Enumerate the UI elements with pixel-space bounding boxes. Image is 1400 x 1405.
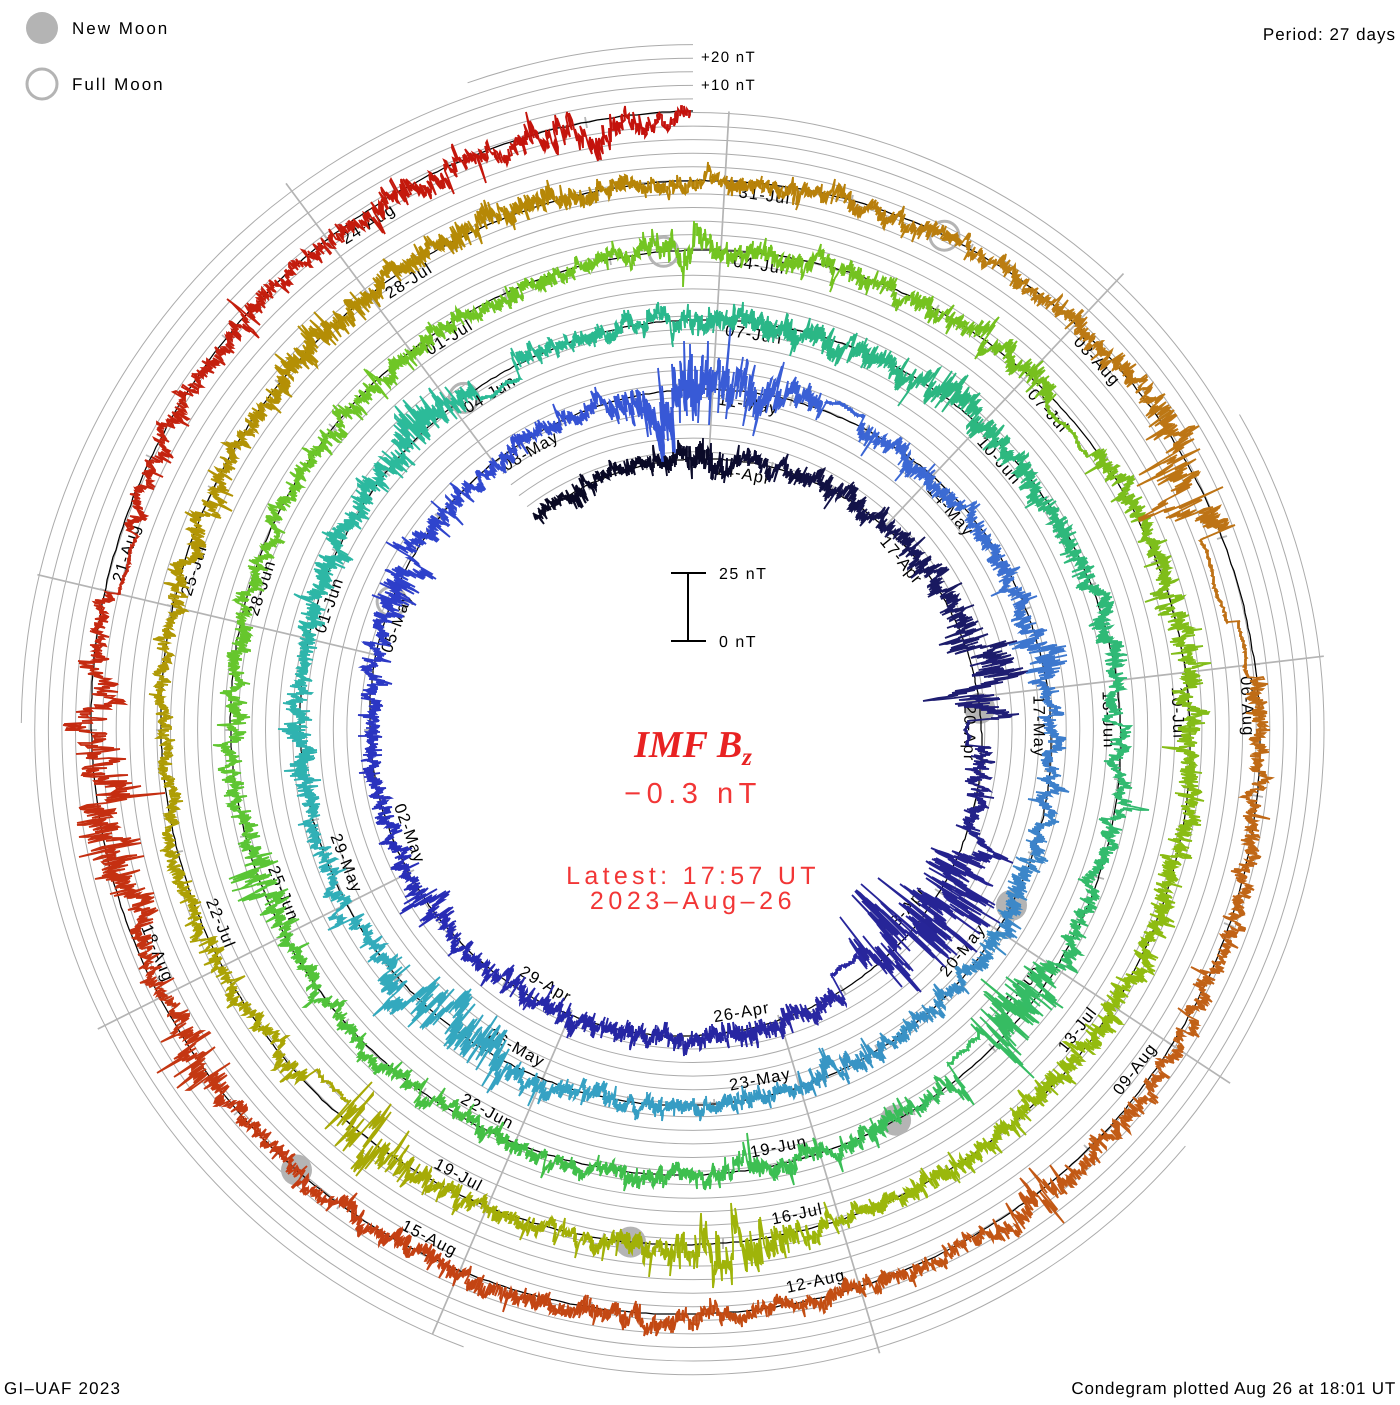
svg-text:25 nT: 25 nT xyxy=(719,566,767,583)
svg-text:GI–UAF 2023: GI–UAF 2023 xyxy=(4,1379,121,1398)
svg-text:20-Apr: 20-Apr xyxy=(960,705,979,762)
svg-text:+10 nT: +10 nT xyxy=(701,77,756,94)
svg-text:Full Moon: Full Moon xyxy=(72,75,165,94)
svg-text:Latest: 17:57 UT: Latest: 17:57 UT xyxy=(566,862,820,890)
svg-text:IMF Bz: IMF Bz xyxy=(633,724,752,771)
svg-text:New Moon: New Moon xyxy=(72,19,169,38)
svg-text:Condegram plotted Aug 26 at 18: Condegram plotted Aug 26 at 18:01 UT xyxy=(1071,1379,1396,1398)
svg-text:2023–Aug–26: 2023–Aug–26 xyxy=(590,887,796,915)
svg-text:17-May: 17-May xyxy=(1029,695,1048,757)
svg-text:−0.3 nT: −0.3 nT xyxy=(624,778,762,810)
svg-text:0 nT: 0 nT xyxy=(719,634,757,651)
svg-text:Period: 27 days: Period: 27 days xyxy=(1263,25,1396,44)
svg-text:+20 nT: +20 nT xyxy=(701,49,756,66)
